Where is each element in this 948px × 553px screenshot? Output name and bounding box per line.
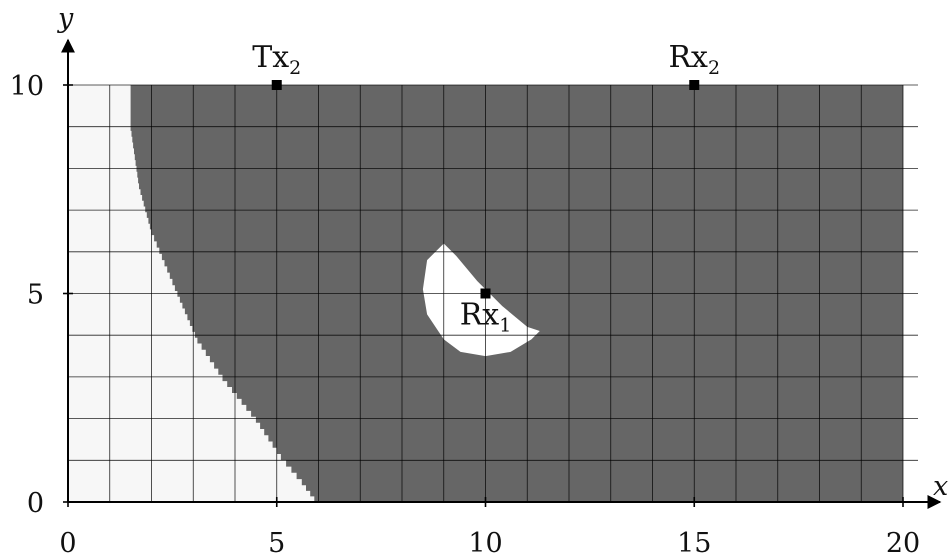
- point-marker: [480, 288, 491, 299]
- point-label: Rx1: [460, 298, 512, 337]
- point-marker: [689, 80, 700, 90]
- x-tick-label: 0: [59, 528, 76, 553]
- tick-labels: 0 5 10 15 20 0 5 10: [10, 71, 921, 553]
- y-axis-label: y: [57, 3, 74, 34]
- y-tick-label: 10: [10, 71, 44, 102]
- y-tick-label: 5: [27, 280, 44, 311]
- x-tick-label: 5: [268, 528, 285, 553]
- point-label: Tx2: [252, 40, 301, 79]
- hole-region: [422, 243, 540, 357]
- x-tick-label: 10: [468, 528, 502, 553]
- point-marker: [271, 80, 282, 90]
- point-label: Rx2: [668, 40, 720, 79]
- x-tick-label: 20: [886, 528, 920, 553]
- axes: [61, 38, 942, 509]
- light-region: [68, 85, 315, 502]
- x-axis-label: x: [933, 471, 948, 502]
- x-tick-label: 15: [677, 528, 711, 553]
- y-tick-label: 0: [27, 488, 44, 519]
- points: Tx2 Rx2 Rx1: [252, 40, 720, 337]
